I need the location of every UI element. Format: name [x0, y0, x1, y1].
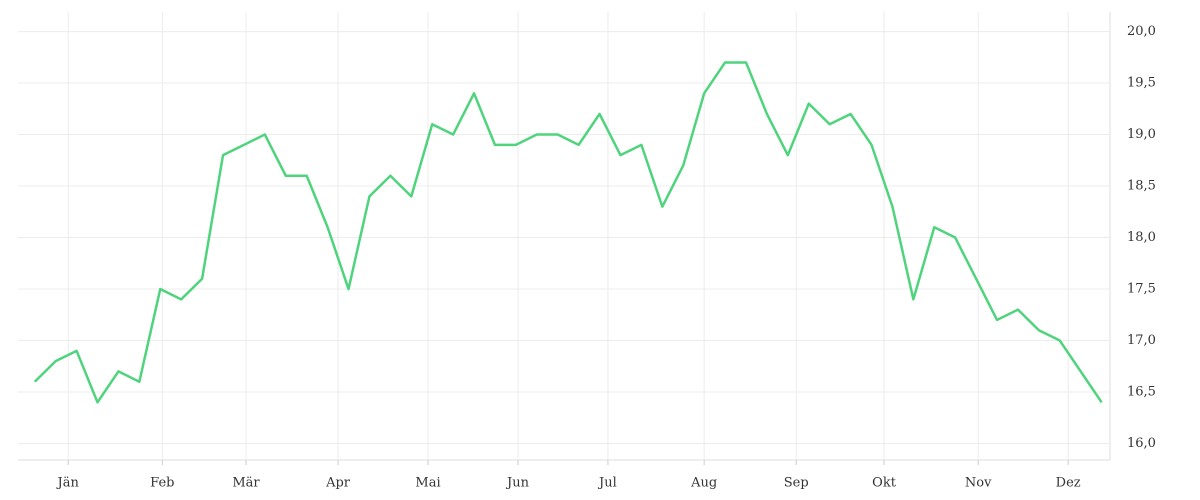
y-tick-label: 17,5 — [1127, 282, 1156, 297]
x-tick-label: Feb — [150, 476, 174, 491]
x-tick-label: Nov — [965, 476, 992, 491]
y-tick-label: 19,0 — [1127, 127, 1156, 142]
x-tick-label: Sep — [784, 476, 809, 491]
x-tick-label: Jän — [56, 476, 80, 491]
y-tick-label: 16,5 — [1127, 385, 1156, 400]
x-tick-label: Mai — [415, 476, 440, 491]
y-tick-label: 20,0 — [1127, 24, 1156, 39]
data-line — [33, 61, 1103, 404]
x-tick-label: Aug — [690, 476, 717, 491]
y-tick-label: 18,5 — [1127, 179, 1156, 194]
x-tick-label: Okt — [872, 476, 897, 491]
y-tick-label: 19,5 — [1127, 76, 1156, 91]
y-tick-label: 18,0 — [1127, 230, 1156, 245]
x-tick-label: Mär — [232, 476, 260, 491]
x-tick-label: Apr — [325, 476, 351, 491]
x-tick-label: Jul — [597, 476, 617, 491]
x-tick-label: Dez — [1056, 476, 1081, 491]
y-tick-label: 16,0 — [1127, 436, 1156, 451]
y-tick-label: 17,0 — [1127, 333, 1156, 348]
x-tick-label: Jun — [505, 476, 530, 491]
